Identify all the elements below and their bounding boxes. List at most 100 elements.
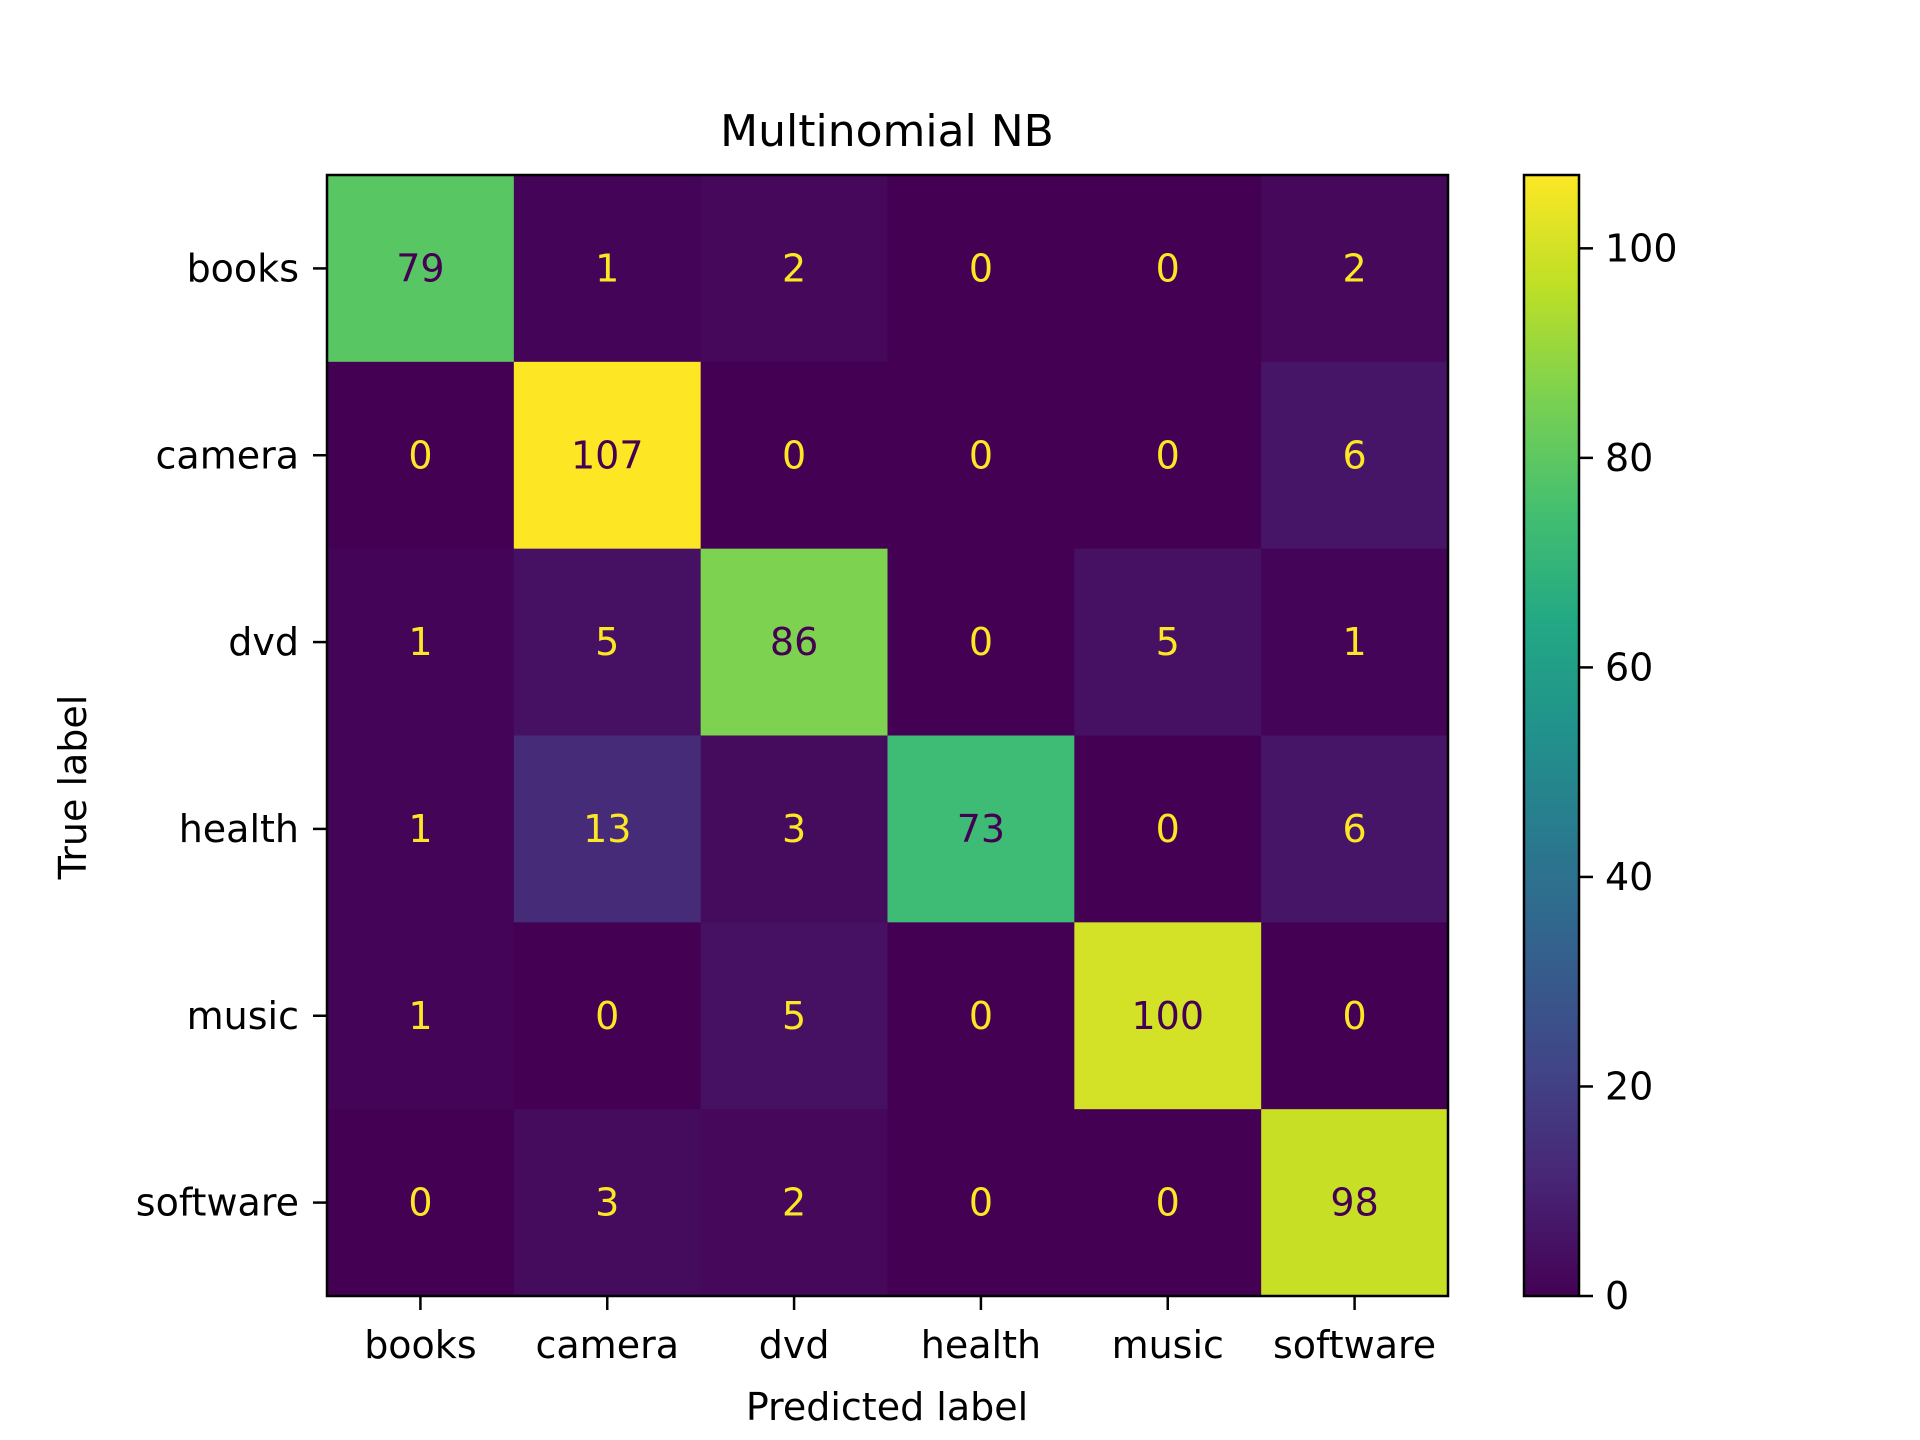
cell-value-label: 5 [1156, 620, 1180, 664]
y-tick-label: music [187, 994, 299, 1038]
cell-value-label: 13 [583, 807, 631, 851]
cell-value-label: 0 [969, 994, 993, 1038]
plot-frame [325, 173, 1450, 1298]
y-tick-label: health [179, 807, 299, 851]
colorbar [1522, 173, 1581, 1298]
heatmap-cell [700, 922, 888, 1110]
y-tick-label: dvd [228, 620, 299, 664]
heatmap-cell [327, 922, 515, 1110]
cell-value-label: 1 [408, 807, 432, 851]
cell-value-label: 1 [408, 620, 432, 664]
colorbar-tick-label: 80 [1605, 436, 1653, 480]
heatmap-cell [327, 361, 515, 550]
heatmap-cells [327, 175, 1449, 1297]
colorbar-tick-label: 100 [1605, 226, 1678, 270]
cell-value-label: 79 [396, 246, 444, 290]
heatmap-cell [1074, 922, 1262, 1110]
cell-value-label: 6 [1342, 807, 1366, 851]
cell-value-label: 0 [782, 433, 806, 477]
cell-value-label: 1 [595, 246, 619, 290]
heatmap-cell [700, 175, 888, 363]
heatmap-cell [513, 361, 702, 550]
colorbar-ticks: 0 20 40 60 80 100 [1579, 226, 1678, 1318]
cell-value-label: 6 [1342, 433, 1366, 477]
cell-value-label: 73 [957, 807, 1005, 851]
heatmap-cell [513, 1109, 702, 1297]
cell-value-labels: 79 1 2 0 0 20 107 0 0 0 61 5 86 0 5 11 13 3 73 0 61 0 5 0 100 00 3… [396, 246, 1379, 1224]
cell-value-label: 3 [595, 1181, 619, 1225]
cell-value-label: 0 [1156, 807, 1180, 851]
heatmap-cell [1261, 548, 1449, 736]
heatmap-cell [887, 361, 1075, 550]
colorbar-tick-label: 60 [1605, 645, 1653, 689]
heatmap-cell [1261, 735, 1449, 923]
cell-value-label: 2 [1342, 246, 1366, 290]
cell-value-label: 0 [408, 433, 432, 477]
cell-value-label: 0 [969, 1181, 993, 1225]
heatmap-cell [1074, 735, 1262, 923]
heatmap-cell [700, 548, 888, 736]
heatmap-cell [513, 735, 702, 923]
cell-value-label: 0 [969, 246, 993, 290]
chart-title: Multinomial NB [720, 106, 1054, 157]
heatmap-cell [1074, 361, 1262, 550]
cell-value-label: 0 [1156, 1181, 1180, 1225]
heatmap-cell [887, 548, 1075, 736]
cell-value-label: 107 [571, 433, 644, 477]
cell-value-label: 5 [782, 994, 806, 1038]
cell-value-label: 0 [1156, 433, 1180, 477]
heatmap-cell [1261, 361, 1449, 550]
colorbar-tick-label: 20 [1605, 1064, 1653, 1108]
heatmap-cell [1261, 922, 1449, 1110]
heatmap-cell [700, 361, 888, 550]
y-tick-label: books [187, 246, 299, 290]
cell-value-label: 0 [595, 994, 619, 1038]
cell-value-label: 86 [770, 620, 818, 664]
heatmap-cell [513, 548, 702, 736]
cell-value-label: 2 [782, 246, 806, 290]
heatmap-cell [887, 175, 1075, 363]
cell-value-label: 0 [408, 1181, 432, 1225]
cell-value-label: 0 [969, 433, 993, 477]
y-tick-label: software [136, 1181, 299, 1225]
cell-value-label: 2 [782, 1181, 806, 1225]
heatmap-cell [1074, 1109, 1262, 1297]
x-axis-ticks: books camera dvd health music software [364, 1296, 1436, 1367]
y-tick-label: camera [156, 433, 299, 477]
x-tick-label: dvd [759, 1323, 830, 1367]
y-axis-ticks: books camera dvd health music software [136, 246, 327, 1225]
x-axis-label: Predicted label [746, 1385, 1028, 1429]
heatmap-cell [887, 922, 1075, 1110]
heatmap-cell [513, 175, 702, 363]
heatmap-cell [513, 922, 702, 1110]
heatmap-cell [700, 1109, 888, 1297]
heatmap-cell [1074, 548, 1262, 736]
heatmap-cell [1261, 175, 1449, 363]
cell-value-label: 3 [782, 807, 806, 851]
heatmap-cell [327, 175, 515, 363]
heatmap-cell [327, 735, 515, 923]
x-tick-label: camera [536, 1323, 679, 1367]
heatmap-cell [1074, 175, 1262, 363]
heatmap-cell [887, 735, 1075, 923]
cell-value-label: 1 [408, 994, 432, 1038]
x-tick-label: music [1112, 1323, 1224, 1367]
x-tick-label: books [364, 1323, 476, 1367]
cell-value-label: 0 [1156, 246, 1180, 290]
colorbar-tick-label: 40 [1605, 855, 1653, 899]
x-tick-label: health [921, 1323, 1041, 1367]
heatmap-cell [887, 1109, 1075, 1297]
cell-value-label: 0 [1342, 994, 1366, 1038]
y-axis-label: True label [51, 695, 95, 881]
x-tick-label: software [1273, 1323, 1436, 1367]
cell-value-label: 0 [969, 620, 993, 664]
cell-value-label: 98 [1330, 1181, 1378, 1225]
heatmap-cell [327, 1109, 515, 1297]
heatmap-cell [1261, 1109, 1449, 1297]
cell-value-label: 100 [1131, 994, 1204, 1038]
cell-value-label: 1 [1342, 620, 1366, 664]
heatmap-cell [327, 548, 515, 736]
heatmap-cell [700, 735, 888, 923]
colorbar-tick-label: 0 [1605, 1274, 1629, 1318]
